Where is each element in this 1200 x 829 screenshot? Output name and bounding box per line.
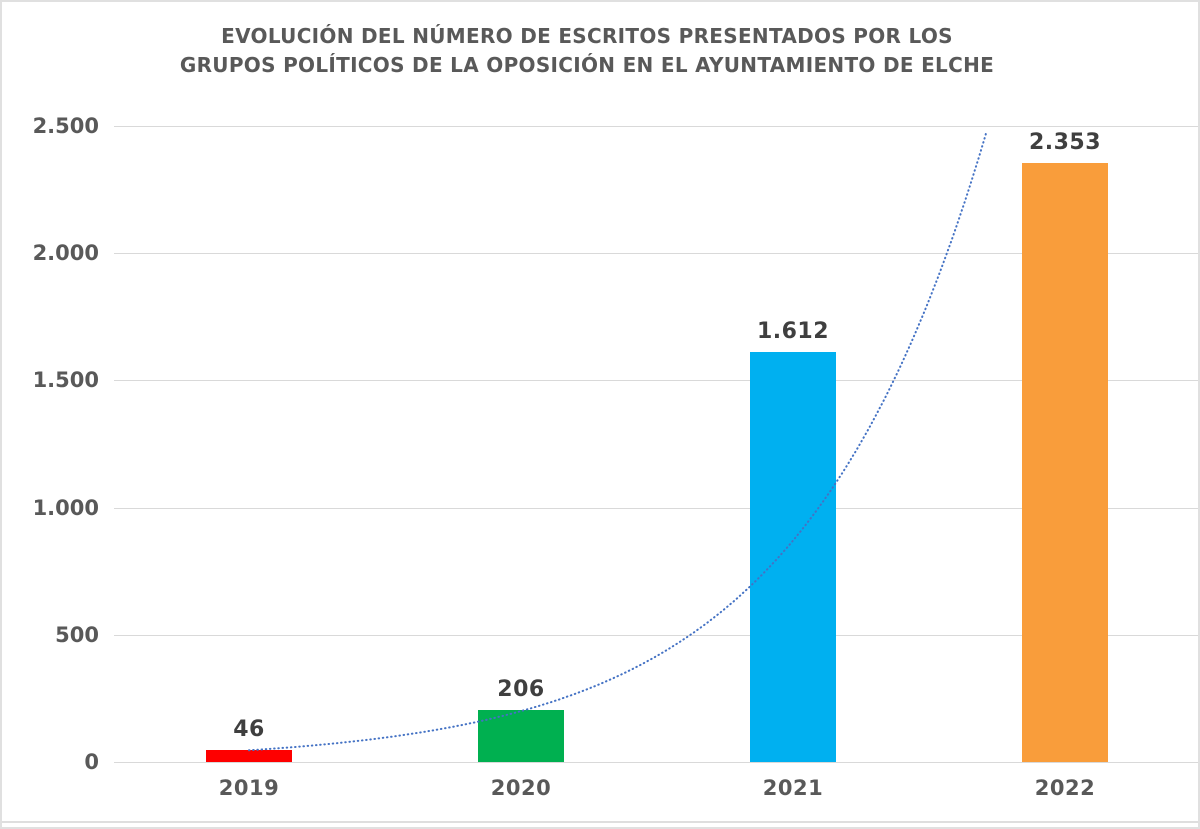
bar-value-label-2020: 206 [497,677,545,702]
bar-2019 [206,750,292,762]
gridline [114,126,1198,127]
x-axis-label-2019: 2019 [218,776,280,800]
chart-title-line2: GRUPOS POLÍTICOS DE LA OPOSICIÓN EN EL A… [179,53,995,77]
x-axis-label-2021: 2021 [762,776,824,800]
exponential-trendline [248,132,988,752]
chart-bottom-border [2,821,1198,823]
y-tick-label-2.000: 2.000 [32,241,99,266]
x-axis-label-2022: 2022 [1034,776,1096,800]
bar-value-label-2022: 2.353 [1028,130,1102,155]
y-tick-label-1.000: 1.000 [32,495,99,520]
y-tick-label-500: 500 [55,622,99,647]
bar-2022 [1022,163,1108,762]
bar-value-label-2021: 1.612 [756,319,830,344]
chart-title-line1: EVOLUCIÓN DEL NÚMERO DE ESCRITOS PRESENT… [221,24,953,48]
y-tick-label-1.500: 1.500 [32,368,99,393]
y-tick-label-0: 0 [84,750,99,774]
bar-2020 [478,710,564,762]
x-axis-label-2020: 2020 [490,776,552,800]
bar-2021 [750,352,836,762]
x-axis-line [114,762,1198,763]
bar-value-label-2019: 46 [233,717,265,742]
chart-title: EVOLUCIÓN DEL NÚMERO DE ESCRITOS PRESENT… [2,22,1172,80]
y-tick-label-2.500: 2.500 [32,114,99,138]
